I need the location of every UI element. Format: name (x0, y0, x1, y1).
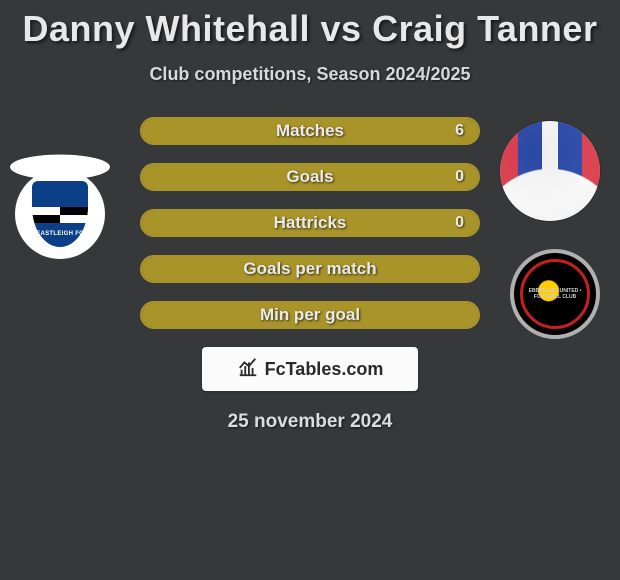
stat-bar-goals: Goals 0 (140, 163, 480, 191)
stat-fill-right (236, 119, 478, 143)
player-left-club-badge (15, 169, 105, 259)
subtitle: Club competitions, Season 2024/2025 (0, 64, 620, 85)
player-right-club-badge (510, 249, 600, 339)
player-right-avatar (500, 121, 600, 221)
stat-bars: Matches 6 Goals 0 Hattricks 0 Goals per … (140, 117, 480, 329)
stat-bar-hattricks: Hattricks 0 (140, 209, 480, 237)
branding-text: FcTables.com (265, 359, 384, 380)
stat-label: Min per goal (260, 305, 360, 325)
stat-bar-min-per-goal: Min per goal (140, 301, 480, 329)
stat-bar-goals-per-match: Goals per match (140, 255, 480, 283)
stat-bar-matches: Matches 6 (140, 117, 480, 145)
stat-label: Goals per match (243, 259, 376, 279)
date-text: 25 november 2024 (0, 411, 620, 433)
stat-label: Matches (276, 121, 344, 141)
branding-badge: FcTables.com (202, 347, 418, 391)
stat-value-right: 0 (455, 168, 464, 186)
stat-fill-left (142, 119, 236, 143)
comparison-panel: Matches 6 Goals 0 Hattricks 0 Goals per … (0, 117, 620, 433)
stat-value-right: 6 (455, 122, 464, 140)
stat-label: Hattricks (274, 213, 347, 233)
page-title: Danny Whitehall vs Craig Tanner (0, 0, 620, 50)
stat-fill-left (142, 165, 300, 189)
stat-value-right: 0 (455, 214, 464, 232)
stat-label: Goals (286, 167, 333, 187)
chart-icon (237, 356, 259, 383)
